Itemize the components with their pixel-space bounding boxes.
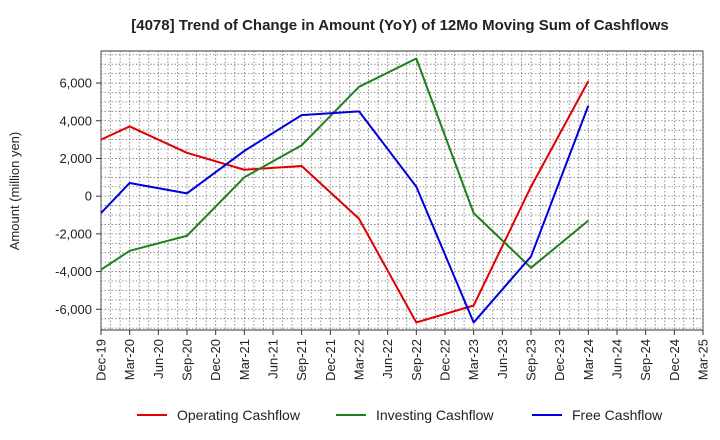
x-tick-label: Mar-21 (237, 339, 252, 380)
y-tick-label: -2,000 (55, 226, 92, 241)
series-layer (100, 57, 590, 324)
legend: Operating Cashflow Investing Cashflow Free… (137, 407, 663, 423)
x-tick-labels: Dec-19 Mar-20 Jun-20 Sep-20 Dec-20 Mar-21 Jun-… (94, 330, 711, 381)
x-tick-label: Mar-22 (352, 339, 367, 380)
y-tick-label: 4,000 (59, 113, 92, 128)
y-axis-label: Amount (million yen) (7, 132, 22, 251)
y-tick-label: 6,000 (59, 76, 92, 91)
free-cashflow-legend-label: Free Cashflow (572, 407, 663, 423)
x-tick-label: Dec-21 (323, 339, 338, 381)
x-tick-label: Mar-23 (466, 339, 481, 380)
x-tick-label: Jun-21 (266, 339, 281, 379)
x-tick-label: Jun-22 (380, 339, 395, 379)
y-tick-label: -6,000 (55, 302, 92, 317)
plot-frame (100, 50, 704, 331)
x-tick-label: Jun-23 (495, 339, 510, 379)
operating-cashflow-line (100, 80, 590, 324)
y-tick-label: -4,000 (55, 264, 92, 279)
y-tick-label: 0 (85, 189, 92, 204)
free-cashflow-line (100, 105, 590, 324)
x-tick-label: Mar-20 (122, 339, 137, 380)
x-tick-label: Dec-23 (552, 339, 567, 381)
x-tick-label: Mar-25 (696, 339, 711, 380)
x-tick-label: Mar-24 (581, 339, 596, 380)
x-tick-label: Dec-22 (438, 339, 453, 381)
x-tick-label: Jun-20 (151, 339, 166, 379)
y-tick-labels: -6,000 -4,000 -2,000 0 2,000 4,000 6,000 (55, 76, 101, 317)
x-tick-label: Sep-22 (409, 339, 424, 381)
operating-cashflow-legend-label: Operating Cashflow (177, 407, 301, 423)
x-tick-label: Sep-24 (638, 339, 653, 381)
investing-cashflow-line (100, 57, 589, 271)
x-tick-label: Jun-24 (610, 339, 625, 379)
x-tick-label: Dec-24 (667, 339, 682, 381)
x-tick-label: Sep-23 (524, 339, 539, 381)
x-tick-label: Sep-21 (294, 339, 309, 381)
chart-title: [4078] Trend of Change in Amount (YoY) o… (131, 17, 669, 34)
investing-cashflow-legend-label: Investing Cashflow (376, 407, 494, 423)
y-tick-label: 2,000 (59, 151, 92, 166)
x-tick-label: Sep-20 (180, 339, 195, 381)
x-tick-label: Dec-19 (94, 339, 109, 381)
x-tick-label: Dec-20 (208, 339, 223, 381)
